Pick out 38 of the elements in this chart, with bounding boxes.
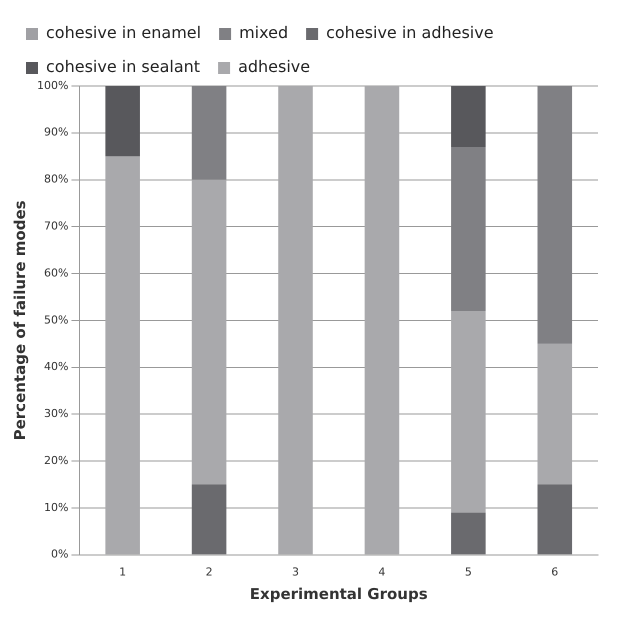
y-tick-label: 50% [44, 313, 68, 326]
legend-label: cohesive in adhesive [326, 23, 494, 42]
legend-label: adhesive [238, 57, 310, 76]
y-tick-label: 0% [50, 548, 68, 561]
bar [192, 180, 226, 484]
y-tick-label: 70% [44, 220, 68, 232]
y-tick-label: 80% [44, 172, 68, 186]
x-tick-label: 6 [551, 565, 558, 578]
x-tick-label: 4 [378, 565, 386, 578]
y-axis-title: Percentage of failure modes [10, 200, 29, 440]
bar [538, 86, 572, 344]
bar [451, 146, 486, 312]
bar [451, 311, 486, 513]
x-tick-label: 2 [206, 565, 213, 578]
y-tick-label: 90% [44, 126, 68, 139]
x-tick-label: 1 [119, 565, 126, 578]
legend-label: cohesive in enamel [46, 23, 202, 42]
bar [105, 156, 140, 554]
bar [538, 344, 572, 484]
bar [192, 86, 226, 180]
y-tick-label: 100% [36, 78, 68, 92]
bar [451, 512, 486, 554]
y-tick-label: 40% [44, 360, 68, 374]
y-tick-label: 60% [44, 266, 68, 280]
bar [278, 86, 313, 554]
legend-label: cohesive in sealant [46, 57, 200, 76]
bar [192, 484, 226, 554]
y-tick-label: 30% [44, 407, 68, 420]
bar [538, 484, 572, 554]
legend-label: mixed [239, 23, 288, 42]
y-tick-label: 10% [44, 500, 68, 514]
x-tick-label: 5 [464, 565, 472, 578]
bar [105, 86, 140, 156]
y-tick-label: 20% [44, 454, 68, 467]
x-tick-label: 3 [292, 565, 300, 578]
bar [451, 86, 486, 147]
x-axis-title: Experimental Groups [250, 584, 428, 603]
bar [364, 86, 400, 554]
